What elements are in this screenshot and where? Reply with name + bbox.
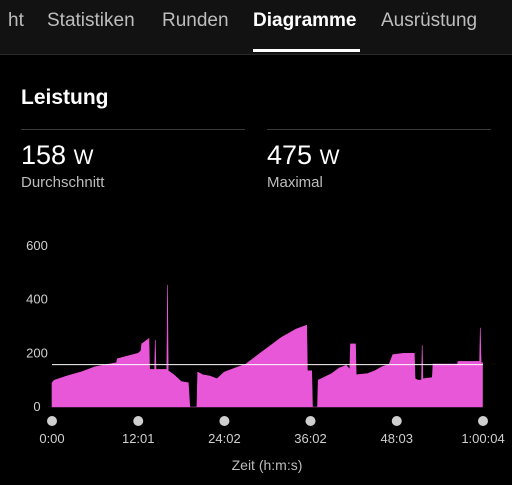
x-tick-dot <box>391 416 402 426</box>
tab-diagramme[interactable]: Diagramme <box>253 10 357 31</box>
average-power-value: 158 W <box>21 140 93 171</box>
x-tick-dot <box>47 416 57 426</box>
card-title: Leistung <box>21 86 109 109</box>
tab-statistiken[interactable]: Statistiken <box>47 10 135 31</box>
average-power-label: Durchschnitt <box>21 174 105 191</box>
active-tab-indicator <box>253 49 360 52</box>
x-axis-label: Zeit (h:m:s) <box>232 457 303 473</box>
x-tick-dot <box>133 416 144 426</box>
x-tick-dot <box>305 416 316 426</box>
y-tick-label: 400 <box>26 292 48 307</box>
x-tick-label: 24:02 <box>208 431 241 446</box>
tab-ausruestung[interactable]: Ausrüstung <box>381 10 478 31</box>
x-tick-label: 0:00 <box>39 431 64 446</box>
average-power-number: 158 <box>21 140 67 170</box>
average-power-unit: W <box>73 146 94 169</box>
tab-overview-partial[interactable]: ht <box>8 10 24 31</box>
x-tick-label: 12:01 <box>122 431 155 446</box>
power-area-series <box>51 284 483 408</box>
max-power-unit: W <box>319 146 340 169</box>
divider-average <box>21 129 245 130</box>
tab-runden[interactable]: Runden <box>162 10 229 31</box>
x-tick-label: 36:02 <box>294 431 327 446</box>
tab-bar: ht Statistiken Runden Diagramme Ausrüstu… <box>0 0 512 55</box>
max-power-label: Maximal <box>267 174 323 191</box>
x-tick-label: 48:03 <box>380 431 413 446</box>
divider-maximum <box>267 129 491 130</box>
x-tick-dot <box>478 416 488 426</box>
x-tick-label: 1:00:04 <box>461 431 504 446</box>
y-tick-label: 0 <box>33 399 40 414</box>
y-tick-label: 200 <box>26 345 48 360</box>
max-power-number: 475 <box>267 140 313 170</box>
y-tick-label: 600 <box>26 238 48 253</box>
x-tick-dot <box>219 416 230 426</box>
max-power-value: 475 W <box>267 140 339 171</box>
power-chart[interactable]: 0 200 400 600 0:00 12:01 24:02 36:02 48:03 1:00:0… <box>0 230 512 485</box>
